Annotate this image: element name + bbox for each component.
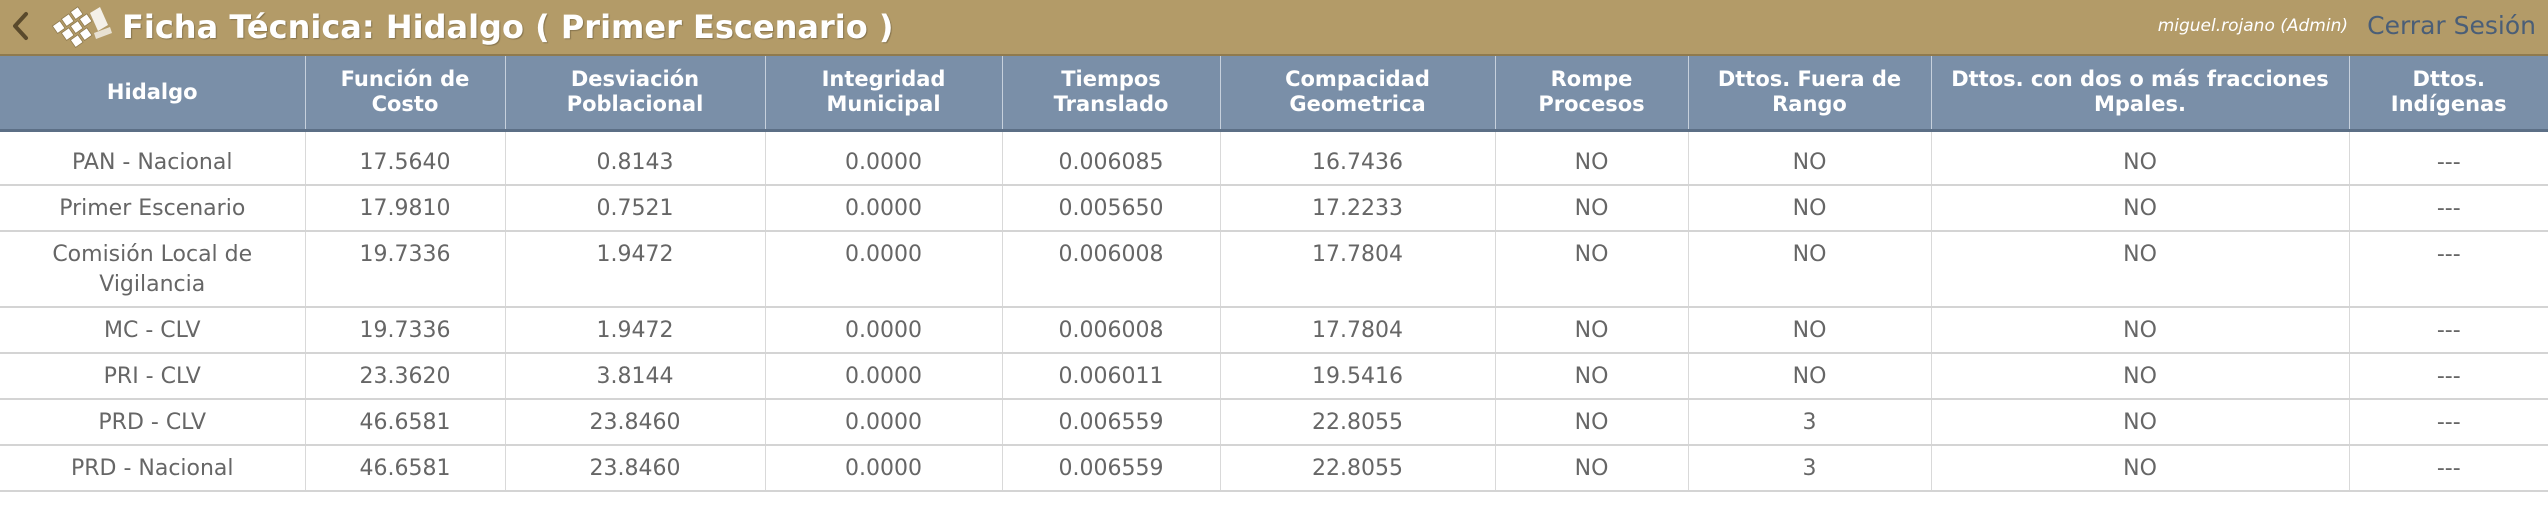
table-cell: NO (1931, 130, 2350, 186)
table-cell: NO (1688, 352, 1932, 400)
table-cell: 17.7804 (1220, 230, 1496, 308)
table-row[interactable]: Comisión Local de Vigilancia 19.7336 1.9… (0, 230, 2548, 308)
table-cell: Primer Escenario (0, 184, 306, 232)
table-cell: --- (2349, 184, 2548, 232)
table-cell: PRI - CLV (0, 352, 306, 400)
table-cell: --- (2349, 130, 2548, 186)
table-cell: 46.6581 (305, 444, 506, 492)
table-cell: 19.7336 (305, 306, 506, 354)
technical-sheet-table-container: Hidalgo Función de Costo Desviación Pobl… (0, 56, 2548, 492)
column-header[interactable]: Dttos. Fuera de Rango (1688, 56, 1932, 132)
table-cell: PRD - Nacional (0, 444, 306, 492)
table-cell: 0.0000 (765, 184, 1003, 232)
table-cell: NO (1931, 444, 2350, 492)
table-cell: 3 (1688, 444, 1932, 492)
table-cell: NO (1495, 398, 1689, 446)
table-cell: 22.8055 (1220, 444, 1496, 492)
table-cell: --- (2349, 352, 2548, 400)
ballot-logo-icon (50, 3, 116, 51)
column-header[interactable]: Hidalgo (0, 56, 306, 132)
table-cell: NO (1931, 398, 2350, 446)
table-cell: 17.5640 (305, 130, 506, 186)
table-cell: PRD - CLV (0, 398, 306, 446)
table-cell: NO (1931, 352, 2350, 400)
table-cell: 0.006559 (1002, 444, 1221, 492)
table-row[interactable]: PRI - CLV 23.3620 3.8144 0.0000 0.006011… (0, 352, 2548, 400)
technical-sheet-table: Hidalgo Función de Costo Desviación Pobl… (0, 56, 2548, 492)
top-bar: Ficha Técnica: Hidalgo ( Primer Escenari… (0, 0, 2548, 56)
table-cell: NO (1495, 444, 1689, 492)
table-cell: 0.006559 (1002, 398, 1221, 446)
table-cell: PAN - Nacional (0, 130, 306, 186)
column-header[interactable]: Dttos. con dos o más fracciones Mpales. (1931, 56, 2350, 132)
table-cell: 0.0000 (765, 398, 1003, 446)
table-cell: 22.8055 (1220, 398, 1496, 446)
user-label: miguel.rojano (Admin) (2157, 16, 2348, 36)
column-header[interactable]: Dttos. Indígenas (2349, 56, 2548, 132)
table-cell: 0.0000 (765, 130, 1003, 186)
table-cell: 16.7436 (1220, 130, 1496, 186)
table-cell: 19.7336 (305, 230, 506, 308)
table-cell: 23.3620 (305, 352, 506, 400)
table-cell: 19.5416 (1220, 352, 1496, 400)
table-cell: NO (1495, 184, 1689, 232)
table-header-row: Hidalgo Función de Costo Desviación Pobl… (0, 56, 2548, 132)
table-cell: NO (1495, 306, 1689, 354)
table-cell: 3.8144 (505, 352, 766, 400)
table-cell: NO (1931, 230, 2350, 308)
table-cell: NO (1688, 306, 1932, 354)
table-cell: 0.0000 (765, 352, 1003, 400)
column-header[interactable]: Rompe Procesos (1495, 56, 1689, 132)
table-cell: 0.0000 (765, 306, 1003, 354)
table-cell: 23.8460 (505, 398, 766, 446)
table-cell: 0.006011 (1002, 352, 1221, 400)
table-cell: Comisión Local de Vigilancia (0, 230, 306, 308)
table-row[interactable]: PAN - Nacional 17.5640 0.8143 0.0000 0.0… (0, 130, 2548, 186)
table-cell: NO (1495, 130, 1689, 186)
table-cell: 17.9810 (305, 184, 506, 232)
table-cell: 1.9472 (505, 306, 766, 354)
logout-link[interactable]: Cerrar Sesión (2367, 11, 2536, 40)
table-cell: NO (1931, 306, 2350, 354)
column-header[interactable]: Integridad Municipal (765, 56, 1003, 132)
table-cell: 17.7804 (1220, 306, 1496, 354)
column-header[interactable]: Tiempos Translado (1002, 56, 1221, 132)
table-cell: NO (1688, 230, 1932, 308)
table-cell: 0.8143 (505, 130, 766, 186)
table-cell: NO (1688, 184, 1932, 232)
table-row[interactable]: PRD - CLV 46.6581 23.8460 0.0000 0.00655… (0, 398, 2548, 446)
table-cell: 17.2233 (1220, 184, 1496, 232)
chevron-left-icon (13, 12, 28, 40)
table-cell: NO (1495, 230, 1689, 308)
table-cell: 0.7521 (505, 184, 766, 232)
table-cell: MC - CLV (0, 306, 306, 354)
column-header[interactable]: Compacidad Geometrica (1220, 56, 1496, 132)
table-cell: 46.6581 (305, 398, 506, 446)
table-cell: --- (2349, 398, 2548, 446)
page-title: Ficha Técnica: Hidalgo ( Primer Escenari… (122, 8, 894, 46)
table-cell: NO (1931, 184, 2350, 232)
table-cell: 0.006008 (1002, 306, 1221, 354)
table-cell: 0.0000 (765, 444, 1003, 492)
column-header[interactable]: Desviación Poblacional (505, 56, 766, 132)
table-row[interactable]: PRD - Nacional 46.6581 23.8460 0.0000 0.… (0, 444, 2548, 492)
table-cell: 0.006008 (1002, 230, 1221, 308)
table-cell: 3 (1688, 398, 1932, 446)
table-cell: 0.0000 (765, 230, 1003, 308)
table-cell: NO (1688, 130, 1932, 186)
table-cell: 0.005650 (1002, 184, 1221, 232)
table-cell: 1.9472 (505, 230, 766, 308)
table-cell: NO (1495, 352, 1689, 400)
table-cell: 0.006085 (1002, 130, 1221, 186)
table-cell: --- (2349, 230, 2548, 308)
table-row[interactable]: MC - CLV 19.7336 1.9472 0.0000 0.006008 … (0, 306, 2548, 354)
column-header[interactable]: Función de Costo (305, 56, 506, 132)
table-cell: --- (2349, 444, 2548, 492)
back-button[interactable] (6, 6, 36, 46)
table-row[interactable]: Primer Escenario 17.9810 0.7521 0.0000 0… (0, 184, 2548, 232)
table-cell: --- (2349, 306, 2548, 354)
table-cell: 23.8460 (505, 444, 766, 492)
